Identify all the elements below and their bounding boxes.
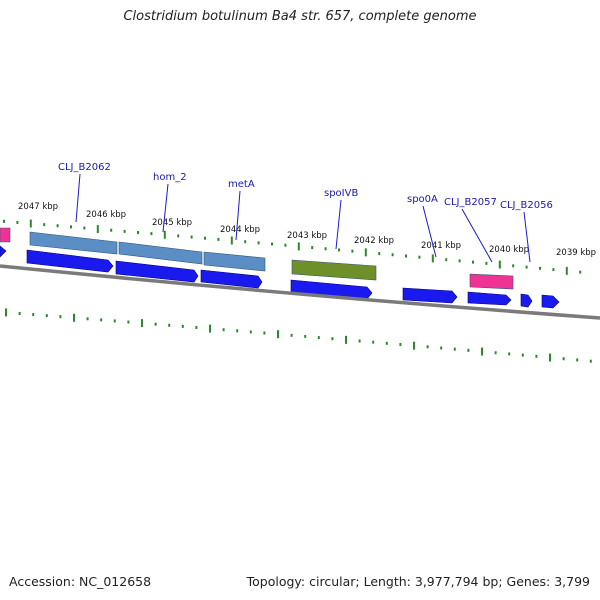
genome-summary-label: Topology: circular; Length: 3,977,794 bp… xyxy=(246,574,590,589)
ruler-label: 2045 kbp xyxy=(152,218,192,228)
gene-label: spoIVB xyxy=(324,188,358,199)
cds-arrow xyxy=(541,294,560,309)
gene-label: metA xyxy=(228,179,255,190)
cds-arrow xyxy=(26,249,114,273)
gene-labels: CLJ_B2062 hom_2 metA spoIVB spo0A CLJ_B2057 CL… xyxy=(58,162,553,211)
genome-backbone xyxy=(0,264,600,320)
gene-feature xyxy=(291,259,377,281)
gene-leader-line xyxy=(235,190,241,241)
gene-leader-line xyxy=(523,211,531,263)
gene-leader-line xyxy=(461,208,493,263)
cds-arrow xyxy=(402,287,458,304)
ruler-label: 2041 kbp xyxy=(421,241,461,251)
cds-arrow xyxy=(520,293,533,308)
cds-arrow xyxy=(467,291,512,306)
gene-track xyxy=(0,227,514,290)
genome-title: Clostridium botulinum Ba4 str. 657, comp… xyxy=(123,9,477,24)
ruler-label: 2044 kbp xyxy=(220,225,260,235)
gene-label: CLJ_B2062 xyxy=(58,162,111,173)
gene-label: CLJ_B2057 xyxy=(444,197,497,208)
cds-arrow xyxy=(0,245,7,258)
cds-arrow xyxy=(115,260,199,283)
ruler-labels: 2047 kbp 2046 kbp 2045 kbp 2044 kbp 2043 kbp… xyxy=(18,202,596,258)
gene-label: CLJ_B2056 xyxy=(500,200,553,211)
cds-arrow xyxy=(200,269,263,289)
ruler-label: 2042 kbp xyxy=(354,236,394,246)
gene-feature xyxy=(203,251,266,272)
ruler-label: 2043 kbp xyxy=(287,231,327,241)
ruler-label: 2047 kbp xyxy=(18,202,58,212)
gene-label: hom_2 xyxy=(153,172,187,183)
ruler-label: 2039 kbp xyxy=(556,248,596,258)
gene-leaders xyxy=(75,173,531,263)
outer-tick-track xyxy=(3,219,582,275)
inner-tick-track xyxy=(5,308,592,363)
gene-feature xyxy=(118,241,203,265)
ruler-label: 2040 kbp xyxy=(489,245,529,255)
gene-leader-line xyxy=(422,205,437,258)
ruler-label: 2046 kbp xyxy=(86,210,126,220)
gene-leader-line xyxy=(162,183,169,233)
accession-label: Accession: NC_012658 xyxy=(9,574,152,589)
gene-feature xyxy=(0,227,11,243)
gene-feature xyxy=(469,273,514,290)
gene-label: spo0A xyxy=(407,194,438,205)
gene-feature xyxy=(29,231,118,255)
gene-leader-line xyxy=(75,173,81,223)
gene-leader-line xyxy=(335,199,342,250)
